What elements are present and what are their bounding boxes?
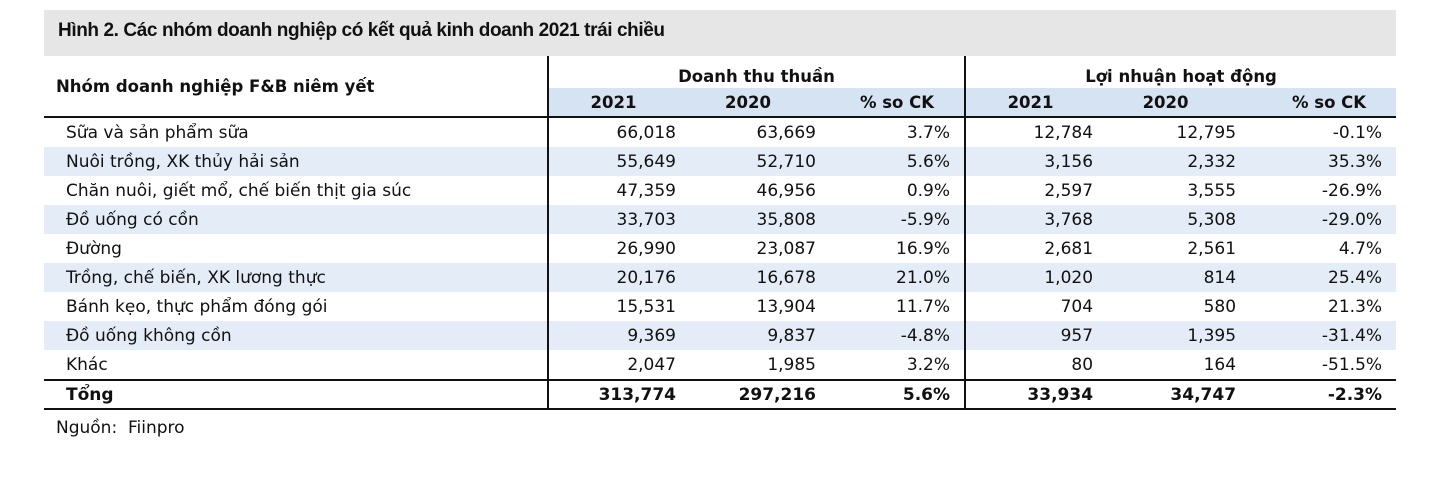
source-value: Fiinpro	[128, 418, 185, 438]
header-profit-2020: 2020	[1095, 88, 1237, 118]
cell-rev-change: 0.9%	[818, 176, 967, 205]
cell-profit-change: -26.9%	[1321, 180, 1383, 201]
table-row: Đường 26,990 23,087 16.9% 2,681 2,561 4.7%	[44, 234, 1396, 263]
cell-rev-2021: 33,703	[548, 205, 678, 234]
cell-rev-change: -5.9%	[818, 205, 967, 234]
header-operating-profit: Lợi nhuận hoạt động	[1085, 67, 1277, 86]
cell-rev-change: 16.9%	[818, 234, 967, 263]
figure-title: Hình 2. Các nhóm doanh nghiệp có kết quả…	[44, 10, 1396, 56]
cell-rev-change: -4.8%	[818, 321, 967, 350]
header-rev-2021: 2021	[548, 88, 678, 118]
row-label: Đồ uống không cồn	[44, 321, 549, 350]
cell-profit-2021: 2,597	[1044, 180, 1094, 201]
total-rev-2020: 297,216	[678, 379, 818, 410]
table-row: Nuôi trồng, XK thủy hải sản 55,649 52,710 5…	[44, 147, 1397, 176]
cell-profit-2021: 957	[965, 321, 1096, 350]
cell-profit-change: -51.5%	[1321, 354, 1383, 375]
header-row-top: Nhóm doanh nghiệp F&B niêm yết Doanh thu…	[44, 56, 1396, 118]
total-label: Tổng	[44, 379, 549, 410]
header-rev-2020: 2020	[678, 88, 818, 118]
cell-rev-2021: 66,018	[616, 122, 676, 143]
total-row: Tổng 313,774 297,216 5.6% 33,934 34,747 …	[44, 379, 1397, 410]
cell-profit-2020: 164	[1203, 354, 1237, 375]
header-group-name: Nhóm doanh nghiệp F&B niêm yết	[44, 56, 549, 118]
total-rev-change: 5.6%	[818, 379, 967, 410]
cell-rev-2020: 46,956	[756, 180, 816, 201]
header-revenue: Doanh thu thuần	[548, 56, 967, 88]
table-row: Sữa và sản phẩm sữa 66,018 63,669 3.7% 12,78…	[44, 117, 1396, 147]
cell-rev-2020: 1,985	[767, 354, 816, 375]
cell-rev-2021: 15,531	[616, 296, 676, 317]
table-row: Bánh kẹo, thực phẩm đóng gói 15,531 13,904…	[44, 292, 1396, 321]
cell-profit-2020: 580	[1203, 296, 1237, 317]
cell-profit-2021: 704	[1060, 296, 1094, 317]
row-label: Trồng, chế biến, XK lương thực	[44, 263, 549, 292]
cell-rev-change: 5.6%	[818, 147, 967, 176]
cell-rev-2020: 13,904	[756, 296, 816, 317]
row-label: Bánh kẹo, thực phẩm đóng gói	[44, 292, 549, 321]
header-row-sub: 2021 2020 % so CK 2021 2020 % so CK	[44, 88, 1397, 118]
cell-profit-2020: 2,561	[1187, 238, 1237, 259]
cell-rev-change: 3.7%	[818, 117, 967, 147]
cell-rev-2020: 63,669	[756, 122, 816, 143]
cell-profit-2021: 1,020	[965, 263, 1096, 292]
cell-rev-2021: 55,649	[548, 147, 678, 176]
cell-profit-2021: 12,784	[1033, 122, 1094, 143]
cell-rev-2020: 23,087	[756, 238, 816, 259]
row-label: Đường	[44, 234, 549, 263]
row-label: Khác	[44, 350, 549, 380]
row-label: Nuôi trồng, XK thủy hải sản	[44, 147, 549, 176]
cell-rev-2021: 9,369	[548, 321, 678, 350]
source-label: Nguồn:	[56, 418, 118, 438]
cell-profit-2020: 12,795	[1176, 122, 1237, 143]
row-label: Chăn nuôi, giết mổ, chế biến thịt gia sú…	[44, 176, 549, 205]
row-label: Sữa và sản phẩm sữa	[44, 117, 549, 147]
cell-profit-2021: 3,156	[965, 147, 1096, 176]
cell-profit-2020: 1,395	[1095, 321, 1237, 350]
cell-profit-2021: 2,681	[1044, 238, 1094, 259]
cell-profit-2020: 3,555	[1187, 180, 1237, 201]
table-row: Chăn nuôi, giết mổ, chế biến thịt gia sú…	[44, 176, 1396, 205]
total-profit-change: -2.3%	[1236, 379, 1397, 410]
table-row: Đồ uống không cồn 9,369 9,837 -4.8% 957 1,395…	[44, 321, 1397, 350]
cell-profit-change: 4.7%	[1338, 238, 1383, 259]
cell-profit-2020: 2,332	[1095, 147, 1237, 176]
total-profit-2021: 33,934	[965, 379, 1096, 410]
total-profit-2020: 34,747	[1095, 379, 1237, 410]
header-rev-change: % so CK	[818, 88, 967, 118]
cell-rev-2021: 47,359	[616, 180, 676, 201]
cell-profit-2021: 80	[1071, 354, 1094, 375]
cell-rev-change: 21.0%	[818, 263, 967, 292]
source-note: Nguồn: Fiinpro	[56, 418, 185, 438]
table-row: Trồng, chế biến, XK lương thực 20,176 16,6…	[44, 263, 1397, 292]
cell-profit-change: 25.4%	[1236, 263, 1397, 292]
table-row: Đồ uống có cồn 33,703 35,808 -5.9% 3,768 5,30…	[44, 205, 1397, 234]
header-profit-change: % so CK	[1236, 88, 1397, 118]
cell-profit-change: 35.3%	[1236, 147, 1397, 176]
total-rev-2021: 313,774	[548, 379, 678, 410]
cell-rev-2020: 35,808	[678, 205, 818, 234]
data-table: Nhóm doanh nghiệp F&B niêm yết Doanh thu…	[44, 56, 1397, 410]
header-profit-2021: 2021	[965, 88, 1096, 118]
cell-profit-2020: 5,308	[1095, 205, 1237, 234]
cell-profit-2021: 3,768	[965, 205, 1096, 234]
table-row: Khác 2,047 1,985 3.2% 80 164 -51.5%	[44, 350, 1396, 380]
cell-profit-change: 21.3%	[1328, 296, 1383, 317]
cell-rev-2020: 52,710	[678, 147, 818, 176]
cell-rev-2021: 26,990	[616, 238, 676, 259]
cell-profit-2020: 814	[1095, 263, 1237, 292]
cell-rev-2021: 20,176	[548, 263, 678, 292]
cell-rev-change: 3.2%	[818, 350, 967, 380]
row-label: Đồ uống có cồn	[44, 205, 549, 234]
cell-rev-change: 11.7%	[818, 292, 967, 321]
cell-rev-2021: 2,047	[627, 354, 676, 375]
cell-profit-change: -31.4%	[1236, 321, 1397, 350]
cell-rev-2020: 9,837	[678, 321, 818, 350]
cell-profit-change: -0.1%	[1332, 122, 1383, 143]
cell-rev-2020: 16,678	[678, 263, 818, 292]
cell-profit-change: -29.0%	[1236, 205, 1397, 234]
